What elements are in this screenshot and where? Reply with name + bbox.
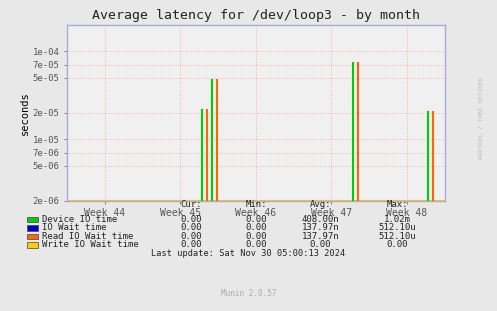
Text: Avg:: Avg: — [310, 200, 331, 209]
Text: 512.10u: 512.10u — [379, 223, 416, 232]
Text: RRDTOOL / TOBI OETIKER: RRDTOOL / TOBI OETIKER — [479, 77, 484, 160]
Text: 1.02m: 1.02m — [384, 215, 411, 224]
Y-axis label: seconds: seconds — [20, 91, 30, 135]
Text: 0.00: 0.00 — [245, 215, 267, 224]
Text: 0.00: 0.00 — [180, 232, 202, 240]
Text: Min:: Min: — [245, 200, 267, 209]
Text: 0.00: 0.00 — [245, 232, 267, 240]
Text: Device IO time: Device IO time — [42, 215, 117, 224]
Text: 0.00: 0.00 — [310, 240, 331, 249]
Text: 512.10u: 512.10u — [379, 232, 416, 240]
Text: Cur:: Cur: — [180, 200, 202, 209]
Text: 0.00: 0.00 — [245, 223, 267, 232]
Text: 137.97n: 137.97n — [302, 232, 339, 240]
Text: 0.00: 0.00 — [180, 215, 202, 224]
Text: IO Wait time: IO Wait time — [42, 223, 107, 232]
Text: 408.00n: 408.00n — [302, 215, 339, 224]
Text: Munin 2.0.57: Munin 2.0.57 — [221, 290, 276, 298]
Text: 137.97n: 137.97n — [302, 223, 339, 232]
Text: Max:: Max: — [387, 200, 409, 209]
Text: 0.00: 0.00 — [180, 240, 202, 249]
Text: Read IO Wait time: Read IO Wait time — [42, 232, 134, 240]
Text: 0.00: 0.00 — [387, 240, 409, 249]
Text: Last update: Sat Nov 30 05:00:13 2024: Last update: Sat Nov 30 05:00:13 2024 — [152, 249, 345, 258]
Text: Write IO Wait time: Write IO Wait time — [42, 240, 139, 249]
Text: 0.00: 0.00 — [180, 223, 202, 232]
Text: 0.00: 0.00 — [245, 240, 267, 249]
Title: Average latency for /dev/loop3 - by month: Average latency for /dev/loop3 - by mont… — [92, 9, 420, 22]
